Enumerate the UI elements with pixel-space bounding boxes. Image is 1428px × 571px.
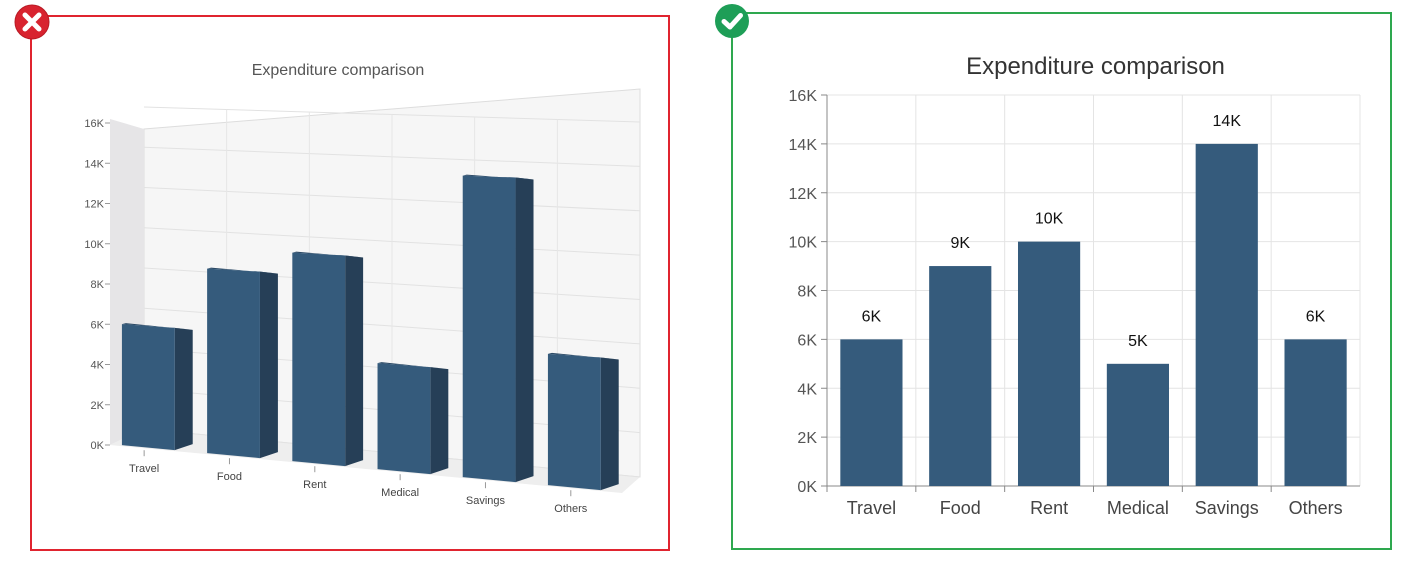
y-tick-label: 0K	[797, 479, 817, 496]
x-tick-label: Food	[940, 498, 981, 518]
data-label: 14K	[1213, 113, 1242, 130]
data-label: 10K	[1035, 211, 1064, 228]
x-tick-label: Medical	[381, 487, 419, 499]
bar-side	[600, 357, 619, 491]
y-tick-label: 14K	[84, 158, 104, 170]
y-tick-label: 8K	[91, 279, 105, 291]
x-tick-label: Medical	[1107, 498, 1169, 518]
x-tick-label: Others	[1289, 498, 1343, 518]
bar	[840, 339, 903, 486]
data-label: 5K	[1128, 333, 1148, 350]
bar-top	[121, 323, 193, 330]
bar	[1017, 241, 1081, 486]
bar	[547, 353, 601, 491]
y-tick-label: 4K	[91, 360, 105, 372]
data-label: 6K	[1306, 308, 1326, 325]
bar	[462, 175, 516, 483]
y-tick-label: 16K	[84, 118, 104, 130]
bar-side	[174, 327, 193, 451]
y-tick-label: 10K	[84, 239, 104, 251]
y-tick-label: 2K	[797, 430, 817, 447]
bar-side	[515, 177, 534, 483]
bar-top	[207, 267, 278, 274]
x-tick-label: Rent	[303, 479, 326, 491]
x-tick-label: Savings	[1195, 498, 1259, 518]
y-tick-label: 2K	[91, 400, 105, 412]
bar-side	[345, 255, 364, 467]
x-tick-label: Savings	[466, 495, 506, 507]
chart-3d: Expenditure comparison 0K 2K 4K 6K 8K 10K 12K 14…	[84, 62, 641, 515]
y-tick-label: 12K	[789, 186, 818, 203]
good-example-panel: Expenditure comparison 0K 2K 4K 6K 8K 10K 12K 14…	[731, 12, 1392, 550]
x-circle-icon	[14, 4, 50, 40]
bar-side	[430, 367, 449, 475]
bar	[207, 268, 260, 459]
y-tick-label: 12K	[84, 199, 104, 211]
x-tick-label: Travel	[847, 498, 896, 518]
data-label: 6K	[862, 308, 882, 325]
bar-top	[292, 251, 364, 258]
bar-side	[259, 271, 278, 459]
bar-top	[462, 174, 534, 180]
x-tick-label: Travel	[129, 463, 159, 475]
bar-top	[547, 352, 619, 360]
data-label: 9K	[950, 235, 970, 252]
bar	[292, 252, 346, 467]
chart-title: Expenditure comparison	[252, 62, 425, 79]
x-tick-label: Rent	[1030, 498, 1068, 518]
bad-example-panel: Expenditure comparison 0K 2K 4K 6K 8K 10K 12K 14…	[30, 15, 670, 551]
chart-title: Expenditure comparison	[966, 53, 1225, 80]
y-tick-label: 4K	[797, 381, 817, 398]
y-tick-label: 14K	[789, 137, 818, 154]
bar-top	[377, 362, 449, 370]
y-tick-label: 0K	[91, 440, 105, 452]
bar	[1195, 143, 1258, 486]
y-tick-label: 8K	[797, 284, 817, 301]
y-tick-label: 6K	[91, 319, 105, 331]
chart-flat: Expenditure comparison 0K 2K 4K 6K 8K 10K 12K 14…	[789, 53, 1361, 518]
x-tick-label: Food	[217, 471, 242, 483]
bar	[1284, 339, 1347, 486]
check-circle-icon	[715, 4, 749, 38]
x-tick-label: Others	[554, 503, 588, 515]
bar	[377, 363, 431, 475]
bar	[121, 324, 175, 451]
bar	[929, 266, 992, 486]
bar	[1106, 363, 1170, 486]
y-tick-label: 10K	[789, 235, 818, 252]
y-tick-label: 16K	[789, 88, 818, 105]
y-tick-label: 6K	[797, 332, 817, 349]
